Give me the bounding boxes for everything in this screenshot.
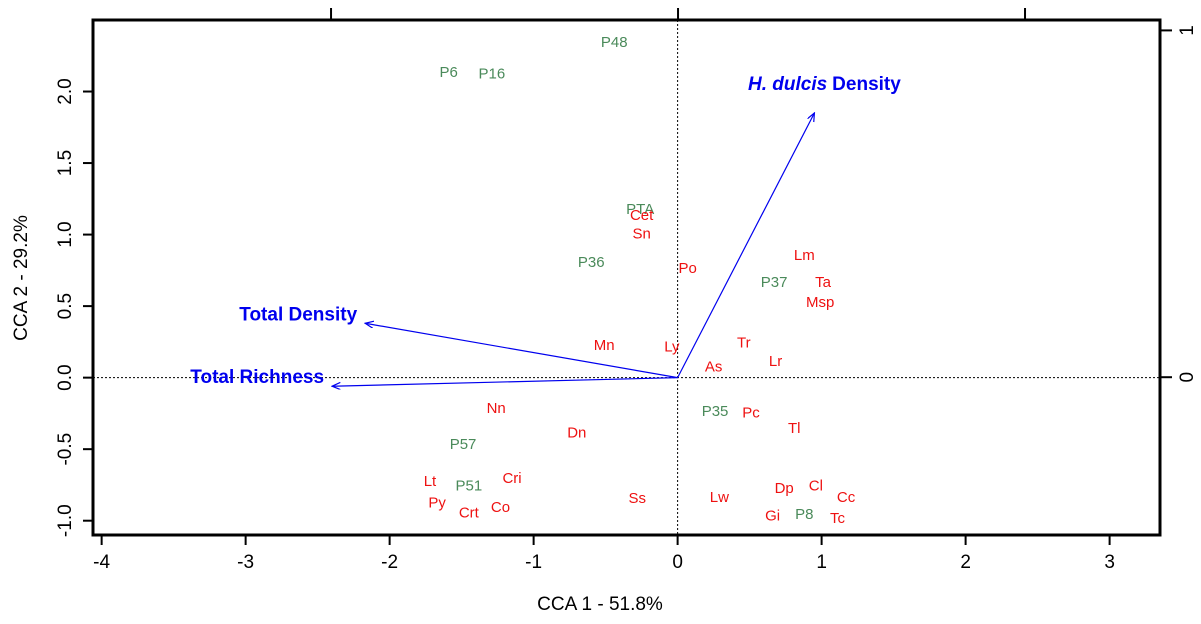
x-tick-label: -1 [525,552,542,573]
species-label: Cri [502,470,521,487]
species-label: Nn [487,400,506,417]
right-tick-label: 1 [1177,25,1198,36]
species-label: Ta [815,274,832,291]
site-label: P36 [578,254,605,271]
y-tick-label: 2.0 [55,78,76,104]
species-label: Lw [710,489,729,506]
x-tick-label: 2 [960,552,971,573]
plot-frame [91,18,1162,537]
species-label: Lr [769,353,782,370]
species-label: Ly [664,339,680,356]
species-label: Crt [459,505,480,522]
species-label: Ss [629,490,647,507]
x-tick-label: 0 [672,552,683,573]
x-tick-label: -3 [237,552,254,573]
species-label: Cet [630,207,654,224]
species-label: Cc [837,489,856,506]
y-tick-label: 0.0 [55,364,76,390]
right-tick-label: 0 [1177,372,1198,383]
y-axis-label: CCA 2 - 29.2% [11,215,32,341]
species-label: Sn [632,226,650,243]
species-label: Co [491,499,510,516]
species-label: Lt [424,473,437,490]
x-tick-label: 1 [816,552,827,573]
arrow-label: Total Density [239,304,357,325]
site-label: P51 [455,477,482,494]
arrow-label-part: Total Density [239,304,357,325]
species-label: Cl [809,477,823,494]
species-label: Lm [794,247,815,264]
site-label: PTA [626,201,654,218]
species-label: Dp [775,480,794,497]
species-label: Tr [737,334,751,351]
species-label: Gi [765,507,780,524]
y-tick-label: 1.5 [55,150,76,176]
site-label: P6 [439,64,457,81]
site-label: P16 [479,65,506,82]
x-tick-label: -4 [93,552,110,573]
species-label: Tl [788,420,801,437]
species-label: Po [679,260,697,277]
y-tick-label: 1.0 [55,221,76,247]
x-tick-label: -2 [381,552,398,573]
arrow-label-part: Total Richness [190,367,324,388]
site-label: P57 [450,436,477,453]
arrow [677,113,815,378]
y-tick-label: -0.5 [55,433,76,466]
x-tick-label: 3 [1104,552,1115,573]
arrow-label-part: H. dulcis [748,74,827,95]
species-label: Dn [567,424,586,441]
y-tick-label: -1.0 [55,504,76,537]
arrow [332,377,678,387]
y-tick-label: 0.5 [55,293,76,319]
arrow [365,323,678,379]
arrow-label: Total Richness [190,367,324,388]
species-label: Mn [594,337,615,354]
species-label: Tc [830,510,846,527]
arrow-label-part: Density [832,74,901,95]
x-axis-label: CCA 1 - 51.8% [537,594,663,615]
species-label: Msp [806,294,834,311]
site-label: P35 [702,403,729,420]
species-label: Pc [742,404,760,421]
site-label: P8 [795,506,813,523]
species-label: As [705,359,723,376]
arrow-label: H. dulcis Density [748,74,901,95]
site-label: P48 [601,34,628,51]
site-label: P37 [761,274,788,291]
species-label: Py [428,494,446,511]
